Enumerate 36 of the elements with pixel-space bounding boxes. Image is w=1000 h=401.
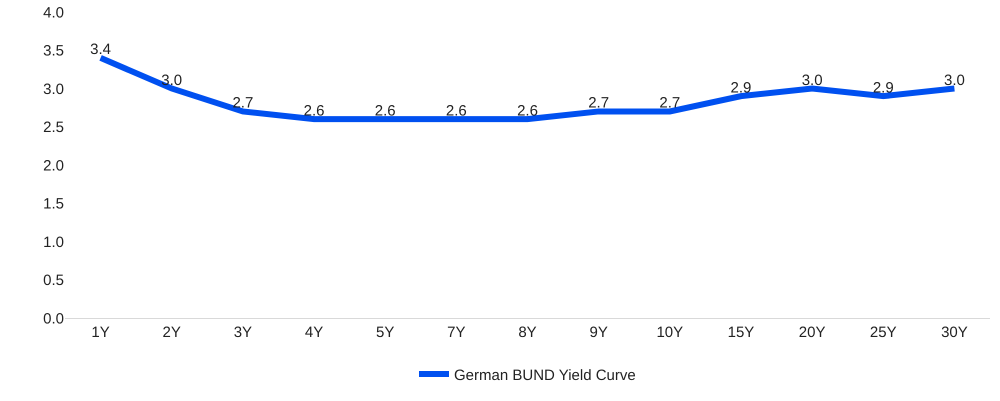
data-label: 2.7 bbox=[659, 94, 680, 112]
x-tick-label: 3Y bbox=[234, 324, 252, 341]
data-label: 2.7 bbox=[232, 94, 254, 112]
y-tick-label: 4.0 bbox=[43, 4, 64, 22]
data-label: 2.9 bbox=[872, 79, 894, 96]
data-label: 2.6 bbox=[446, 102, 467, 120]
y-tick-label: 1.0 bbox=[43, 234, 64, 251]
legend-label: German BUND Yield Curve bbox=[454, 366, 636, 384]
x-tick-label: 8Y bbox=[518, 324, 537, 341]
data-label: 2.6 bbox=[374, 102, 396, 120]
x-tick-label: 4Y bbox=[304, 324, 324, 341]
x-tick-label: 20Y bbox=[798, 324, 826, 341]
data-label: 2.7 bbox=[588, 94, 610, 112]
data-label: 3.0 bbox=[944, 72, 965, 89]
y-tick-label: 2.5 bbox=[43, 119, 64, 136]
data-label: 2.6 bbox=[517, 102, 538, 120]
y-tick-label: 3.5 bbox=[43, 42, 64, 60]
data-label: 3.4 bbox=[90, 41, 112, 58]
data-label: 2.6 bbox=[304, 102, 324, 120]
y-tick-label: 1.5 bbox=[43, 196, 64, 212]
data-label: 2.9 bbox=[730, 79, 752, 96]
x-tick-label: 15Y bbox=[728, 324, 754, 341]
x-tick-label: 25Y bbox=[870, 324, 897, 341]
y-tick-label: 2.0 bbox=[43, 157, 64, 174]
x-tick-label: 7Y bbox=[447, 324, 466, 341]
x-tick-label: 10Y bbox=[656, 324, 684, 341]
x-tick-label: 5Y bbox=[376, 324, 394, 341]
x-tick-label: 1Y bbox=[91, 324, 110, 341]
y-tick-label: 3.0 bbox=[43, 80, 64, 98]
x-tick-label: 2Y bbox=[162, 324, 181, 341]
y-tick-label: 0.5 bbox=[43, 272, 64, 289]
x-tick-label: 30Y bbox=[941, 324, 968, 341]
y-tick-label: 0.0 bbox=[43, 310, 64, 328]
data-label: 3.0 bbox=[802, 72, 823, 89]
data-label: 3.0 bbox=[161, 72, 182, 89]
x-tick-label: 9Y bbox=[589, 324, 608, 341]
